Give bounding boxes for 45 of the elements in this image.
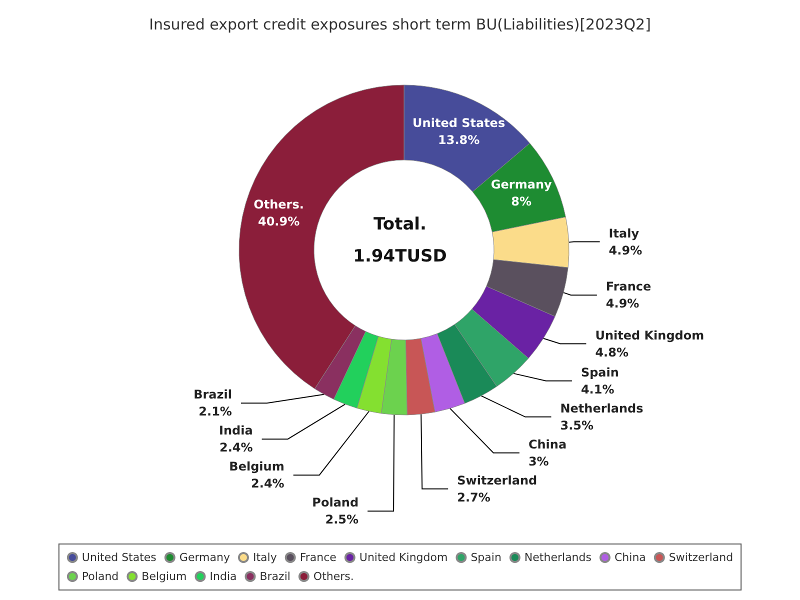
data-label: 2.7% — [457, 490, 490, 504]
slice-label: Others. — [254, 198, 304, 212]
slice-label: Germany — [490, 177, 552, 192]
data-label: 2.4% — [220, 440, 253, 455]
data-label: 3.5% — [560, 418, 594, 432]
slice-label: Poland — [312, 496, 359, 510]
slice-label: Switzerland — [457, 473, 538, 488]
data-label: 4.1% — [580, 382, 614, 396]
legend-label: Switzerland — [668, 551, 734, 564]
slice-label: Belgium — [229, 460, 284, 474]
slice-label: United Kingdom — [595, 328, 704, 342]
slice-label: Spain — [580, 365, 619, 380]
text: Total. — [374, 214, 426, 234]
data-label: 40.9% — [258, 214, 300, 229]
legend-label: Belgium — [142, 570, 187, 583]
legend-label: United States — [82, 551, 157, 564]
slice-label: France — [606, 280, 652, 294]
text: 1.94TUSD — [353, 246, 447, 266]
data-label: 2.4% — [251, 476, 284, 491]
data-label: 2.1% — [198, 404, 232, 419]
slice-label: Brazil — [194, 388, 232, 402]
slice-label: Italy — [608, 226, 640, 240]
data-label: 8% — [511, 194, 532, 208]
slice-label: India — [219, 424, 253, 438]
legend-label: Italy — [252, 551, 278, 564]
slice-label: Netherlands — [560, 401, 644, 416]
slice-label: China — [528, 437, 567, 452]
legend-label: Others. — [313, 570, 354, 583]
data-label: 4.9% — [606, 296, 640, 311]
legend-label: Netherlands — [524, 551, 592, 564]
chart-title: Insured export credit exposures short term BU(Liabilities)[2023Q2] — [149, 16, 651, 34]
data-label: 2.5% — [325, 512, 359, 527]
legend-label: France — [300, 551, 337, 564]
data-label: 4.8% — [595, 345, 628, 360]
data-label: 13.8% — [438, 133, 480, 148]
legend-label: Spain — [470, 551, 502, 564]
slice-label: United States — [412, 116, 506, 130]
legend-label: Poland — [82, 570, 119, 583]
legend-label: China — [614, 551, 646, 564]
legend-label: Brazil — [260, 570, 290, 583]
data-label: 4.9% — [608, 243, 642, 258]
legend-label: United Kingdom — [359, 551, 448, 564]
legend-label: India — [210, 570, 237, 583]
data-label: 3% — [528, 454, 549, 468]
legend-label: Germany — [179, 551, 230, 564]
